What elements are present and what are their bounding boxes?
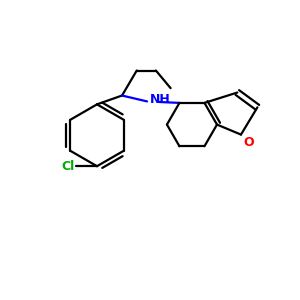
Text: Cl: Cl — [62, 160, 75, 173]
Text: NH: NH — [149, 93, 170, 106]
Text: O: O — [243, 136, 254, 149]
